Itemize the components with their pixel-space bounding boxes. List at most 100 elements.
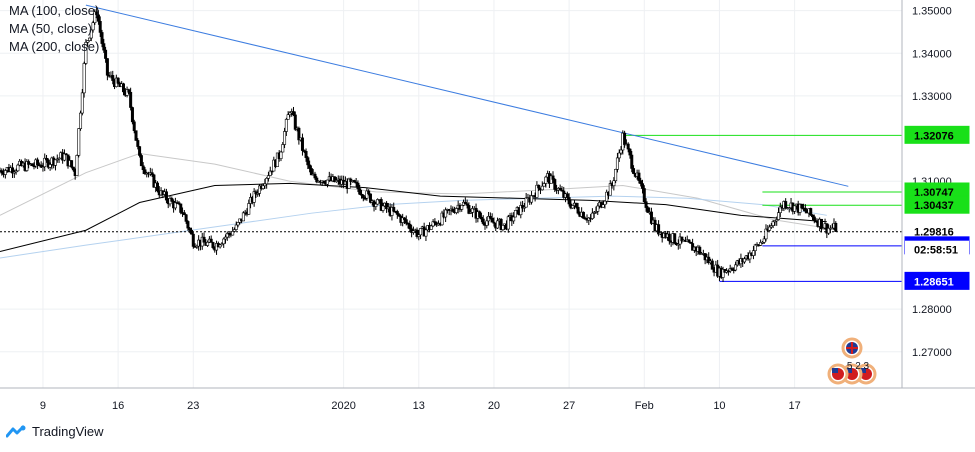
- candle: [313, 171, 317, 180]
- candle-body: [759, 242, 763, 246]
- candle-body: [689, 241, 693, 244]
- candle: [492, 217, 496, 227]
- candle: [649, 207, 653, 226]
- candle-body: [360, 193, 364, 196]
- candle: [764, 224, 768, 242]
- candle-body: [544, 176, 548, 184]
- candle: [62, 149, 66, 162]
- candle: [95, 7, 99, 19]
- candle-body: [673, 233, 677, 244]
- candle-body: [415, 229, 419, 237]
- candle: [558, 184, 562, 191]
- candle-body: [14, 170, 18, 173]
- candle: [261, 183, 265, 190]
- candle: [565, 191, 569, 201]
- candle: [268, 166, 272, 177]
- candle-body: [827, 228, 831, 234]
- price-chart[interactable]: 9 16 23 2020 13 20 27 Feb 10 17 1.35000 1.34000 1.33…: [0, 0, 975, 418]
- candle: [306, 156, 310, 170]
- candle: [524, 192, 528, 208]
- candle-body: [809, 208, 813, 216]
- price-label: 1.32076: [904, 125, 970, 144]
- candle: [753, 243, 757, 256]
- candle: [247, 199, 251, 215]
- tradingview-brand[interactable]: TradingView: [6, 424, 104, 439]
- candle: [592, 211, 596, 219]
- countdown-text: 02:58:51: [914, 245, 958, 257]
- candle-body: [129, 91, 133, 108]
- candle: [0, 168, 4, 176]
- candle: [392, 202, 396, 213]
- candle-body: [501, 225, 505, 230]
- legend-ma100[interactable]: MA (100, close): [9, 3, 100, 18]
- candle: [275, 152, 279, 167]
- candle: [454, 207, 458, 215]
- candle-body: [265, 178, 269, 185]
- x-tick-label: 23: [187, 400, 199, 412]
- candle: [188, 226, 192, 234]
- candle: [48, 162, 52, 171]
- legend-ma200[interactable]: MA (200, close): [9, 39, 100, 54]
- candle: [98, 16, 102, 37]
- candle-body: [116, 77, 120, 84]
- candle: [265, 177, 269, 189]
- candle: [374, 202, 378, 210]
- candle: [519, 201, 523, 219]
- candle: [84, 39, 88, 65]
- candle: [773, 220, 777, 226]
- candle: [100, 29, 104, 48]
- candle-body: [57, 157, 61, 160]
- candle-body: [565, 193, 569, 198]
- candle-body: [374, 203, 378, 207]
- candle: [104, 46, 108, 63]
- candle-body: [768, 226, 772, 231]
- candle-body: [333, 176, 337, 183]
- candle: [479, 212, 483, 223]
- candle: [467, 202, 471, 215]
- candle-body: [376, 199, 380, 205]
- candle: [626, 142, 630, 153]
- candle-body: [283, 131, 287, 145]
- countdown-label: 02:58:51: [905, 240, 969, 258]
- candle-body: [467, 205, 471, 214]
- candle: [623, 130, 627, 148]
- candle: [680, 236, 684, 244]
- candle-body: [632, 168, 636, 174]
- candle-body: [540, 185, 544, 191]
- candle: [402, 217, 406, 224]
- candle-body: [0, 170, 4, 174]
- candle-body: [615, 157, 619, 170]
- candle-body: [592, 211, 596, 214]
- candle-body: [77, 128, 81, 156]
- candle-body: [485, 220, 489, 226]
- candle: [3, 169, 7, 179]
- candle: [150, 168, 154, 177]
- ma-line: [0, 152, 827, 229]
- candle: [793, 205, 797, 215]
- candle-body: [612, 180, 616, 186]
- candle: [266, 171, 270, 182]
- us-flag-canton: [860, 368, 866, 373]
- candle-body: [300, 137, 304, 151]
- candle-body: [87, 37, 91, 41]
- candle-body: [408, 223, 412, 230]
- candle-body: [463, 201, 467, 205]
- brand-name: TradingView: [32, 424, 104, 439]
- candle: [356, 180, 360, 193]
- candle: [787, 207, 791, 213]
- candle: [224, 234, 228, 244]
- candle: [315, 176, 319, 184]
- candle: [55, 154, 59, 163]
- candle-body: [266, 175, 270, 179]
- candle: [79, 110, 83, 131]
- candle-body: [361, 194, 365, 199]
- legend-ma50[interactable]: MA (50, close): [9, 21, 93, 36]
- candle: [39, 161, 43, 168]
- candle-body: [440, 212, 444, 226]
- candle: [293, 111, 297, 131]
- candle: [297, 126, 301, 145]
- candle: [182, 209, 186, 216]
- candle-body: [640, 183, 644, 189]
- candle: [333, 176, 337, 183]
- candle-body: [811, 214, 815, 218]
